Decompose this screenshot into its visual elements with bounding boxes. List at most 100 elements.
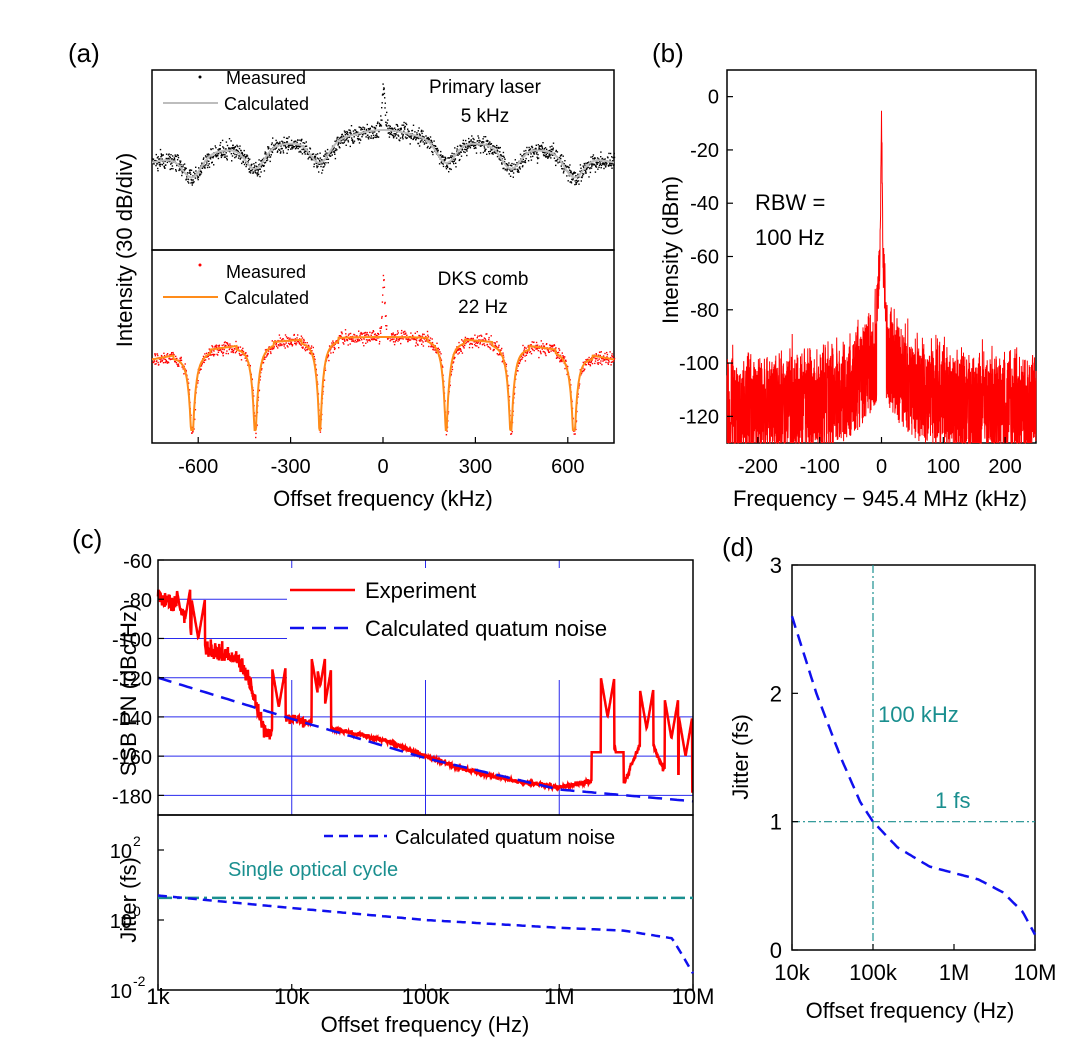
measured-point xyxy=(532,349,534,351)
measured-point xyxy=(233,148,235,150)
measured-point xyxy=(310,347,312,349)
measured-point xyxy=(230,348,233,351)
measured-point xyxy=(336,149,338,151)
measured-point xyxy=(334,347,336,350)
panel-a-top-plot: Measured Calculated Primary laser 5 kHz xyxy=(151,68,616,251)
measured-point xyxy=(249,170,251,173)
measured-point xyxy=(418,127,420,129)
measured-point xyxy=(220,350,223,352)
measured-point xyxy=(563,163,565,165)
measured-point xyxy=(436,147,439,150)
panel-b-spectrum-series xyxy=(726,110,1037,444)
measured-point xyxy=(591,156,594,158)
measured-point xyxy=(605,165,607,167)
measured-point xyxy=(197,176,200,178)
measured-point xyxy=(255,172,257,174)
measured-point xyxy=(157,361,159,364)
measured-point xyxy=(393,334,395,336)
measured-point xyxy=(291,344,294,346)
measured-point xyxy=(416,134,418,136)
measured-point xyxy=(501,163,503,165)
measured-point xyxy=(218,344,221,346)
measured-point xyxy=(488,153,491,155)
measured-point xyxy=(530,156,532,158)
measured-point xyxy=(184,167,187,170)
measured-point xyxy=(455,350,458,352)
measured-point xyxy=(460,348,462,351)
measured-point xyxy=(173,158,176,160)
measured-point xyxy=(386,111,388,114)
measured-point xyxy=(463,143,466,145)
measured-point xyxy=(408,339,411,341)
measured-point xyxy=(425,135,427,137)
measured-point xyxy=(349,132,351,134)
measured-point xyxy=(257,173,260,176)
measured-point xyxy=(280,151,282,153)
measured-point xyxy=(550,151,553,153)
measured-point xyxy=(383,286,386,288)
measured-point xyxy=(549,345,552,347)
measured-point xyxy=(368,131,371,134)
measured-point xyxy=(237,347,239,350)
measured-point xyxy=(181,174,183,177)
measured-point xyxy=(261,160,263,162)
measured-point xyxy=(289,337,291,339)
measured-point xyxy=(474,334,476,336)
measured-point xyxy=(356,338,358,341)
measured-point xyxy=(585,162,587,164)
x-tick-label: 0 xyxy=(876,456,887,478)
measured-point xyxy=(481,335,483,337)
y-tick-label: -160 xyxy=(112,747,152,769)
measured-point xyxy=(378,343,381,345)
measured-point xyxy=(589,361,591,363)
measured-point xyxy=(471,342,473,345)
measured-point xyxy=(270,143,273,146)
measured-point xyxy=(404,330,406,333)
measured-point xyxy=(376,133,378,135)
measured-point xyxy=(442,163,444,165)
measured-point xyxy=(421,343,423,345)
panel-c-lower-calculated-series xyxy=(157,894,695,974)
measured-point xyxy=(474,345,477,347)
measured-point xyxy=(391,127,393,129)
measured-point xyxy=(597,354,600,356)
measured-point xyxy=(464,336,467,339)
measured-point xyxy=(304,349,307,352)
measured-point xyxy=(229,147,231,149)
measured-point xyxy=(409,136,411,138)
measured-point xyxy=(471,343,473,345)
measured-point xyxy=(284,343,286,345)
measured-point xyxy=(462,142,464,145)
measured-point xyxy=(279,337,282,339)
measured-point xyxy=(371,337,373,339)
measured-point xyxy=(221,155,223,157)
measured-point xyxy=(166,354,168,356)
measured-point xyxy=(560,358,562,360)
measured-point xyxy=(392,135,394,137)
measured-point xyxy=(420,130,422,133)
measured-point xyxy=(415,342,417,344)
measured-point xyxy=(281,140,283,142)
measured-point xyxy=(170,154,172,156)
measured-point xyxy=(442,155,444,157)
measured-point xyxy=(521,161,523,163)
measured-point xyxy=(279,149,281,151)
measured-point xyxy=(480,334,482,336)
measured-point xyxy=(489,150,491,153)
measured-point xyxy=(344,131,347,133)
measured-point xyxy=(596,357,598,360)
measured-point xyxy=(608,152,610,155)
measured-point xyxy=(280,145,282,147)
measured-point xyxy=(552,149,554,151)
measured-point xyxy=(487,146,489,148)
measured-point xyxy=(374,136,376,138)
measured-point xyxy=(461,145,463,147)
measured-point xyxy=(544,353,547,355)
measured-point xyxy=(161,155,163,157)
measured-point xyxy=(612,355,614,358)
measured-point xyxy=(497,346,500,348)
measured-point xyxy=(231,160,233,162)
measured-point xyxy=(326,356,329,359)
measured-point xyxy=(305,145,308,147)
measured-point xyxy=(245,155,248,158)
